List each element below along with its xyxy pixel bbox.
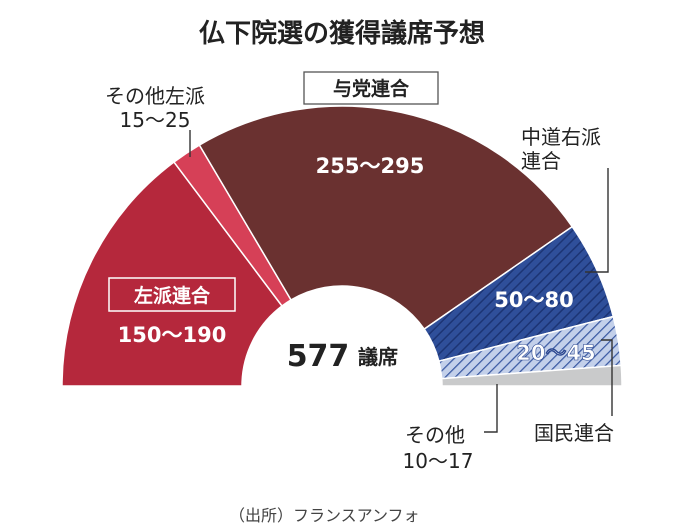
leader-national-rally — [601, 339, 613, 416]
wedge-ruling-coalition — [198, 105, 574, 331]
wedge-others — [440, 364, 623, 387]
chart-title: 仏下院選の獲得議席予想 — [199, 18, 485, 49]
ruling-coalition-name: 与党連合 — [333, 77, 410, 100]
leader-others — [484, 384, 498, 433]
national-rally-range: 20～45 — [516, 341, 595, 365]
left-union-name: 左派連合 — [134, 284, 211, 307]
source-note: （出所）フランスアンフォ — [229, 506, 420, 525]
national-rally-name: 国民連合 — [534, 421, 614, 445]
left-union-name-box — [108, 277, 236, 312]
ruling-coalition-range: 255～295 — [316, 154, 425, 178]
leader-lines — [189, 130, 613, 433]
others-name: その他 — [405, 423, 465, 447]
left-union-range: 150～190 — [118, 323, 227, 347]
wedge-group — [61, 105, 623, 387]
others-range: 10～17 — [403, 449, 474, 473]
ruling-coalition-name-box — [303, 71, 439, 105]
center-right-name-line1: 中道右派 — [521, 125, 601, 149]
other-left-name: その他左派 — [105, 84, 205, 108]
total-seats-unit: 議席 — [358, 345, 398, 369]
wedge-left-union — [61, 160, 284, 387]
other-left-range: 15～25 — [120, 108, 191, 132]
total-seats: 577 — [287, 339, 350, 374]
center-right-name-line2: 連合 — [521, 149, 561, 173]
center-right-range: 50～80 — [494, 288, 573, 312]
leader-center-right — [585, 168, 609, 273]
